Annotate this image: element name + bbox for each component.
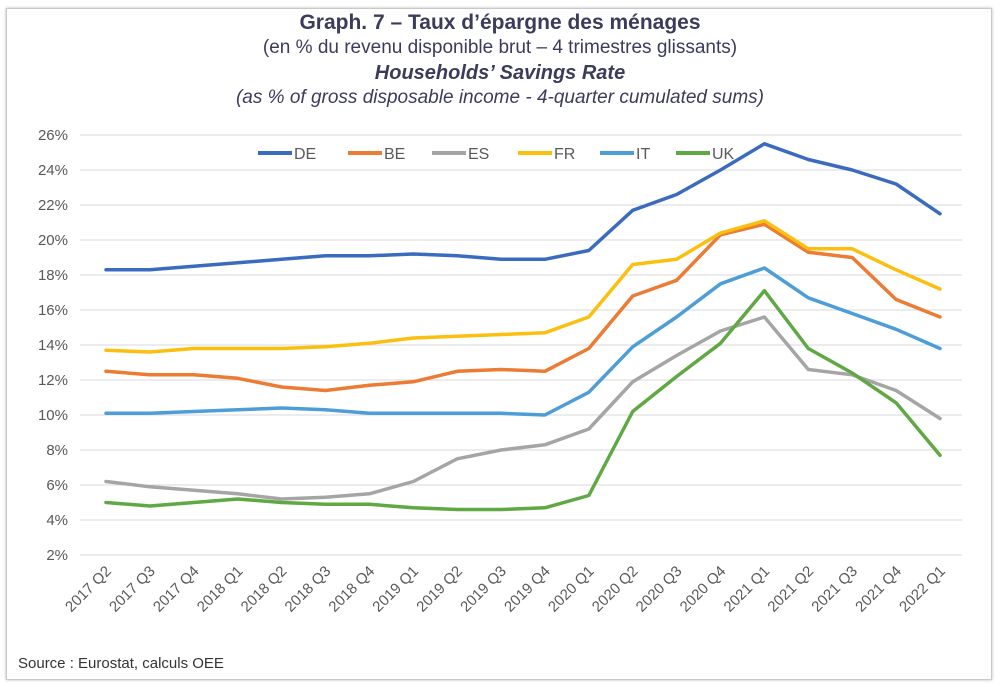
x-tick-label: 2022 Q1 (896, 563, 949, 616)
legend-label-de: DE (294, 146, 316, 163)
legend-label-be: BE (384, 146, 405, 163)
y-tick-label: 4% (46, 512, 68, 529)
x-tick-label: 2018 Q2 (238, 563, 291, 616)
x-tick-label: 2017 Q2 (62, 563, 115, 616)
y-tick-label: 18% (38, 267, 68, 284)
y-tick-label: 6% (46, 477, 68, 494)
legend-label-fr: FR (554, 146, 575, 163)
series-line-it (104, 266, 942, 417)
y-tick-label: 16% (38, 302, 68, 319)
legend-label-es: ES (468, 146, 489, 163)
series-line-fr (104, 219, 942, 354)
x-tick-label: 2020 Q4 (677, 563, 730, 616)
chart-subtitle: (en % du revenu disponible brut – 4 trim… (262, 37, 738, 58)
source-note: Source : Eurostat, calculs OEE (18, 655, 224, 672)
series-line-be (104, 222, 942, 393)
y-tick-label: 22% (38, 197, 68, 214)
x-tick-label: 2019 Q3 (457, 563, 510, 616)
x-tick-label: 2019 Q1 (369, 563, 422, 616)
y-tick-label: 24% (38, 162, 68, 179)
x-tick-label: 2020 Q1 (545, 563, 598, 616)
y-tick-label: 2% (46, 547, 68, 564)
x-tick-label: 2019 Q4 (501, 563, 554, 616)
x-tick-label: 2021 Q3 (808, 563, 861, 616)
chart-title-en: Households’ Savings Rate (374, 62, 626, 84)
x-tick-label: 2018 Q3 (282, 563, 335, 616)
x-tick-label: 2017 Q3 (106, 563, 159, 616)
x-tick-label: 2018 Q4 (325, 563, 378, 616)
y-tick-label: 8% (46, 442, 68, 459)
series-line-es (104, 315, 942, 501)
y-tick-label: 20% (38, 232, 68, 249)
x-tick-label: 2021 Q1 (721, 563, 774, 616)
x-tick-label: 2020 Q2 (589, 563, 642, 616)
x-tick-label: 2017 Q4 (150, 563, 203, 616)
series-line-de (104, 142, 942, 272)
x-tick-label: 2018 Q1 (194, 563, 247, 616)
legend-label-it: IT (636, 146, 650, 163)
chart-title: Graph. 7 – Taux d’épargne des ménages (299, 11, 701, 34)
chart-subtitle-en: (as % of gross disposable income - 4-qua… (235, 87, 764, 108)
y-tick-label: 14% (38, 337, 68, 354)
series-line-uk (104, 288, 942, 512)
y-tick-label: 12% (38, 372, 68, 389)
y-tick-label: 10% (38, 407, 68, 424)
y-tick-label: 26% (38, 127, 68, 144)
chart-titles: Graph. 7 – Taux d’épargne des ménages (e… (0, 10, 1000, 110)
chart-frame (6, 8, 992, 680)
x-tick-label: 2020 Q3 (633, 563, 686, 616)
x-tick-label: 2021 Q4 (852, 563, 905, 616)
x-tick-label: 2021 Q2 (764, 563, 817, 616)
legend-label-uk: UK (712, 146, 735, 163)
x-tick-label: 2019 Q2 (413, 563, 466, 616)
